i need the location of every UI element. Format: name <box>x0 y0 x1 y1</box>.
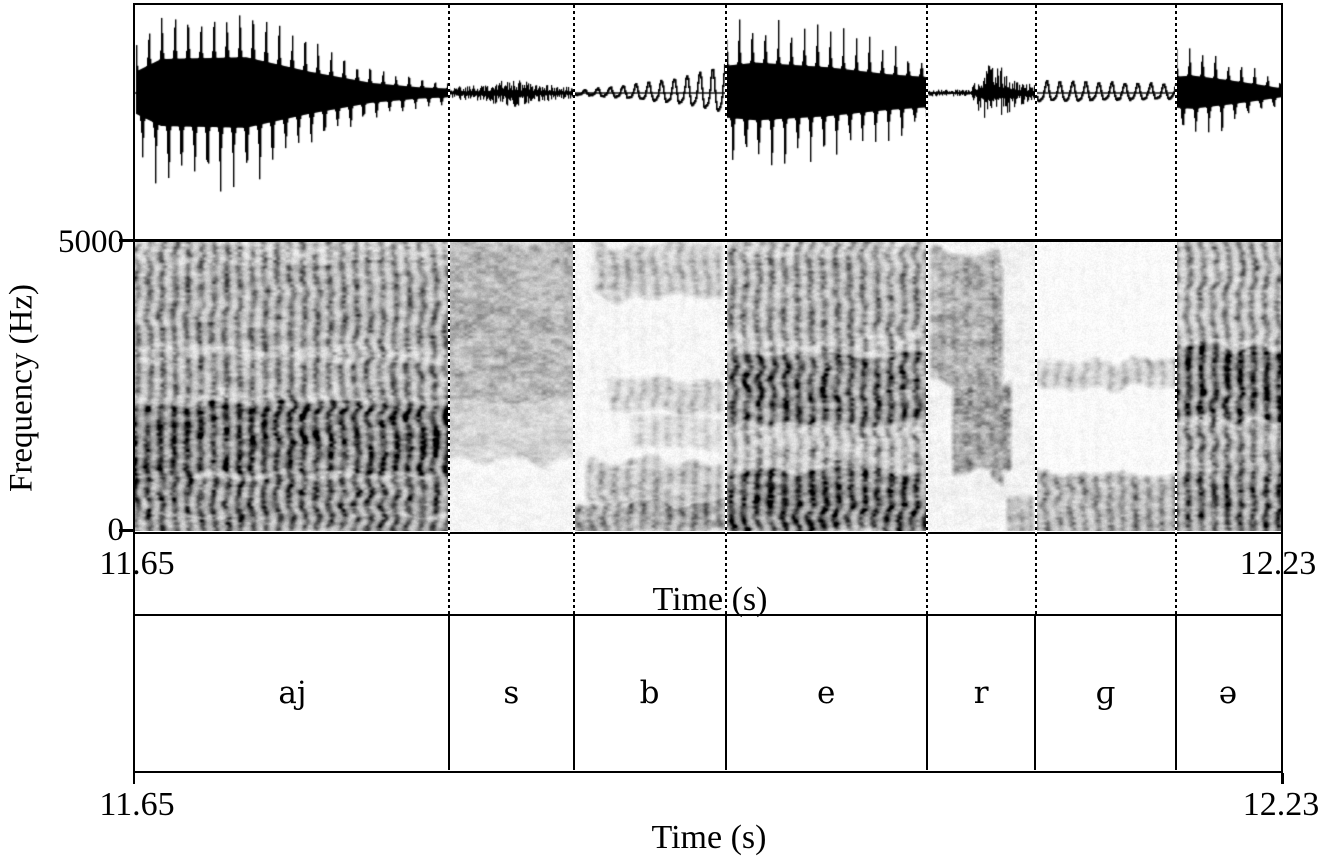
spectrogram-bottom-rule <box>135 531 1281 534</box>
tier-segment-label: r <box>973 674 989 711</box>
waveform-canvas <box>135 6 1281 237</box>
segment-boundary-line <box>724 5 727 614</box>
freq-axis-min-label: 0 <box>107 512 125 548</box>
lower-right-tick <box>1281 773 1284 784</box>
upper-time-end-label: 12.23 <box>1239 545 1317 582</box>
segment-boundary-line <box>1174 5 1177 614</box>
tier-segment: r <box>925 616 1035 770</box>
tier-segment: s <box>448 616 572 770</box>
tier-top-rule <box>135 613 1281 616</box>
freq-axis-title: Frequency (Hz) <box>3 284 40 492</box>
lower-time-end-label: 12.23 <box>1242 786 1320 823</box>
tier-segment-label: ɡ <box>1095 674 1116 711</box>
tier-segment: e <box>724 616 926 770</box>
tier-segment: b <box>572 616 725 770</box>
segment-boundary-line <box>572 5 575 614</box>
segment-boundary-line <box>1034 5 1037 614</box>
segment-boundary-line <box>926 5 929 614</box>
lower-time-axis-title: Time (s) <box>651 819 767 856</box>
lower-left-tick <box>132 773 135 784</box>
tier-segment-label: e <box>817 674 836 711</box>
upper-time-start-label: 11.65 <box>99 545 175 582</box>
tier-segment-label: ə <box>1218 674 1238 711</box>
freq-axis-max-label: 5000 <box>58 224 124 260</box>
tier-segment: aj <box>136 616 450 770</box>
tier-segment: ɡ <box>1034 616 1174 770</box>
freq-tick-5000 <box>119 239 135 242</box>
tier-segment-label: b <box>639 674 660 711</box>
segment-boundary-line <box>448 5 451 614</box>
tier-segment: ə <box>1174 616 1280 770</box>
spectrogram-canvas <box>135 242 1281 531</box>
freq-tick-0 <box>119 529 135 532</box>
lower-time-start-label: 11.65 <box>99 786 175 823</box>
tier-segment-label: s <box>503 674 520 711</box>
upper-time-axis-title: Time (s) <box>652 581 768 618</box>
tier-segment-label: aj <box>278 674 307 711</box>
plot-frame <box>133 3 1283 773</box>
waveform-spectrogram-divider <box>135 239 1281 242</box>
